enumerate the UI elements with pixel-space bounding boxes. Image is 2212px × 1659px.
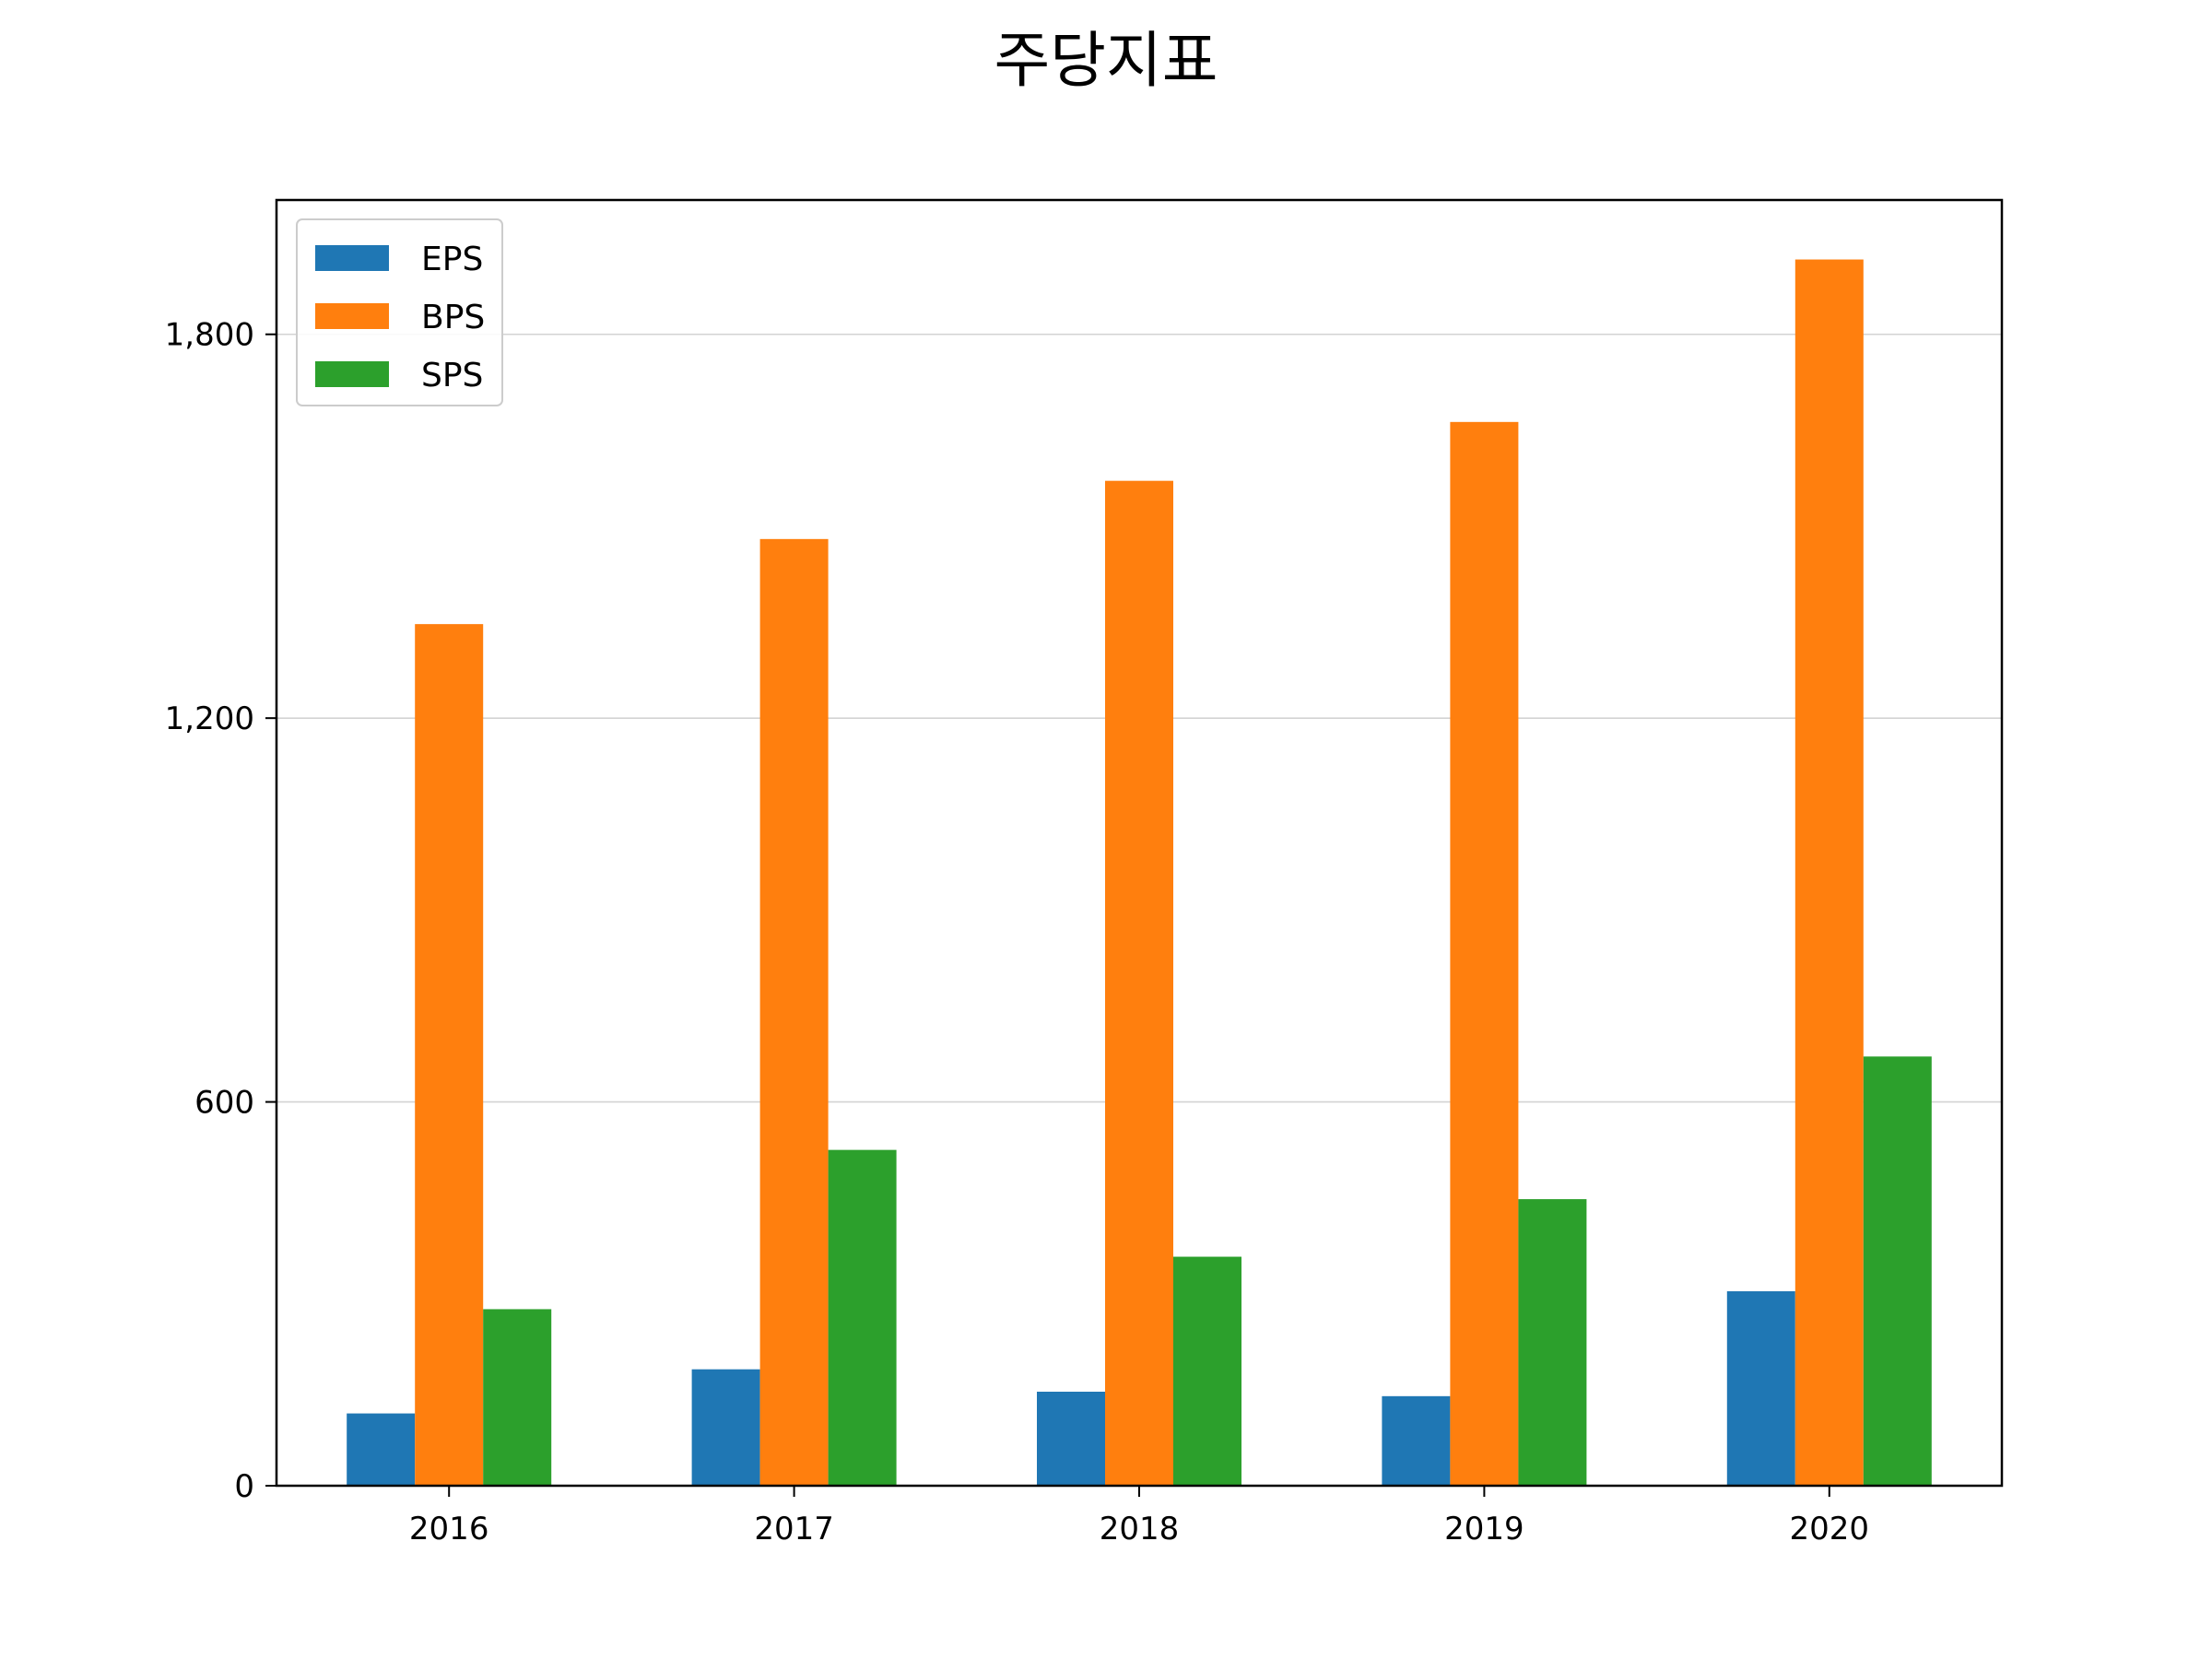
y-tick-label: 1,800 [165, 317, 254, 354]
x-tick-label: 2020 [1790, 1511, 1870, 1547]
axes: 0 600 1,200 1,800 2016 2017 2018 2019 2020 [165, 317, 1869, 1547]
y-tick-label: 0 [234, 1468, 254, 1505]
bars [347, 259, 1932, 1486]
x-tick-label: 2017 [754, 1511, 834, 1547]
bar-sps-2016 [483, 1309, 552, 1486]
bar-bps-2017 [759, 538, 829, 1486]
bar-eps-2017 [691, 1369, 760, 1486]
bar-eps-2018 [1037, 1391, 1105, 1486]
bar-bps-2019 [1450, 421, 1519, 1486]
legend: EPS BPS SPS [296, 218, 503, 406]
bar-sps-2018 [1173, 1256, 1241, 1486]
x-tick-label: 2019 [1444, 1511, 1524, 1547]
y-tick-label: 1,200 [165, 700, 254, 737]
bar-eps-2020 [1726, 1291, 1795, 1486]
legend-swatch-eps [315, 245, 389, 271]
chart-title: 주당지표 [994, 25, 1218, 96]
x-tick-label: 2016 [409, 1511, 489, 1547]
bar-sps-2019 [1518, 1199, 1587, 1486]
bar-eps-2019 [1382, 1395, 1451, 1486]
bar-bps-2016 [415, 624, 484, 1486]
y-tick-label: 600 [194, 1085, 254, 1122]
bar-sps-2020 [1863, 1056, 1932, 1486]
bar-bps-2018 [1105, 480, 1173, 1486]
legend-label-sps: SPS [421, 357, 483, 394]
legend-swatch-bps [315, 303, 389, 329]
bar-bps-2020 [1794, 259, 1864, 1486]
legend-swatch-sps [315, 361, 389, 387]
bar-sps-2017 [828, 1149, 897, 1486]
legend-label-eps: EPS [421, 241, 483, 278]
bar-eps-2016 [347, 1413, 416, 1486]
x-tick-label: 2018 [1100, 1511, 1180, 1547]
legend-label-bps: BPS [421, 299, 485, 336]
